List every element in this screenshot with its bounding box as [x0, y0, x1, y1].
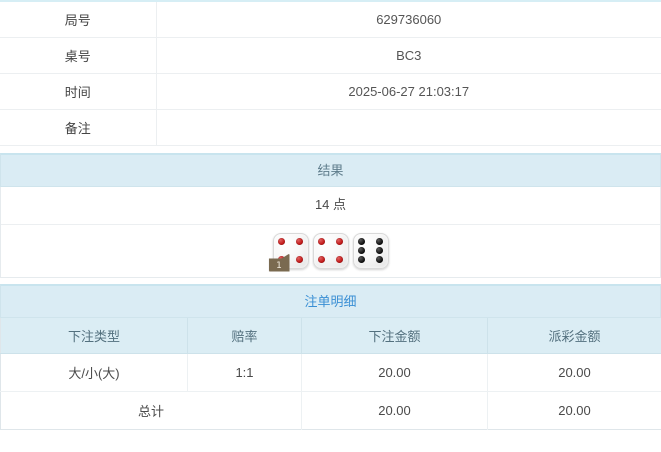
round-info-table: 局号 629736060 桌号 BC3 时间 2025-06-27 21:03:… — [0, 0, 661, 146]
die-pip — [296, 237, 304, 245]
result-section-header: 结果 — [0, 152, 661, 187]
column-header-bet-type: 下注类型 — [0, 317, 188, 354]
bet-detail-section-header: 注单明细 — [0, 283, 661, 318]
cell-total-payout-amount: 20.00 — [487, 391, 661, 430]
info-label-table-number: 桌号 — [0, 37, 157, 74]
cell-payout-amount: 20.00 — [487, 353, 661, 392]
die-pip — [336, 256, 344, 264]
die-2-wrapper — [312, 232, 349, 269]
info-label-remark: 备注 — [0, 109, 157, 146]
cell-bet-amount: 20.00 — [301, 353, 488, 392]
table-header-row: 下注类型 赔率 下注金额 派彩金额 — [0, 317, 661, 354]
result-points-text: 14 点 — [1, 187, 660, 225]
die-pip — [317, 237, 325, 245]
result-block: 14 点 1 — [0, 186, 661, 278]
die-3-wrapper — [352, 232, 389, 269]
die-pip — [357, 246, 365, 254]
die-1-wrapper: 1 — [268, 232, 309, 272]
die-pip — [296, 256, 304, 264]
die-pip — [357, 256, 365, 264]
table-row: 备注 — [0, 109, 661, 146]
bet-detail-table: 下注类型 赔率 下注金额 派彩金额 大/小(大) 1:1 20.00 20.00… — [0, 317, 661, 430]
die-pip — [376, 256, 384, 264]
table-total-row: 总计 20.00 20.00 — [0, 391, 661, 430]
die-pip — [277, 237, 285, 245]
table-row: 时间 2025-06-27 21:03:17 — [0, 73, 661, 110]
column-header-bet-amount: 下注金额 — [301, 317, 488, 354]
die-pip — [317, 256, 325, 264]
die-face-4 — [312, 232, 349, 269]
table-row: 桌号 BC3 — [0, 37, 661, 74]
info-value-round-number: 629736060 — [156, 0, 661, 38]
info-label-time: 时间 — [0, 73, 157, 110]
die-pip — [357, 237, 365, 245]
die-pip — [376, 246, 384, 254]
cell-odds: 1:1 — [187, 353, 302, 392]
column-header-odds: 赔率 — [187, 317, 302, 354]
cell-bet-type: 大/小(大) — [0, 353, 188, 392]
cell-total-bet-amount: 20.00 — [301, 391, 488, 430]
table-row: 局号 629736060 — [0, 0, 661, 38]
die-pip — [376, 237, 384, 245]
dice-row: 1 — [1, 225, 660, 277]
die-face-6 — [352, 232, 389, 269]
info-label-round-number: 局号 — [0, 0, 157, 38]
column-header-payout-amount: 派彩金额 — [487, 317, 661, 354]
spacer — [0, 146, 661, 153]
table-row: 大/小(大) 1:1 20.00 20.00 — [0, 353, 661, 392]
info-value-table-number: BC3 — [156, 37, 661, 74]
cell-total-label: 总计 — [0, 391, 302, 430]
info-value-remark — [156, 109, 661, 146]
info-value-time: 2025-06-27 21:03:17 — [156, 73, 661, 110]
die-pip — [336, 237, 344, 245]
